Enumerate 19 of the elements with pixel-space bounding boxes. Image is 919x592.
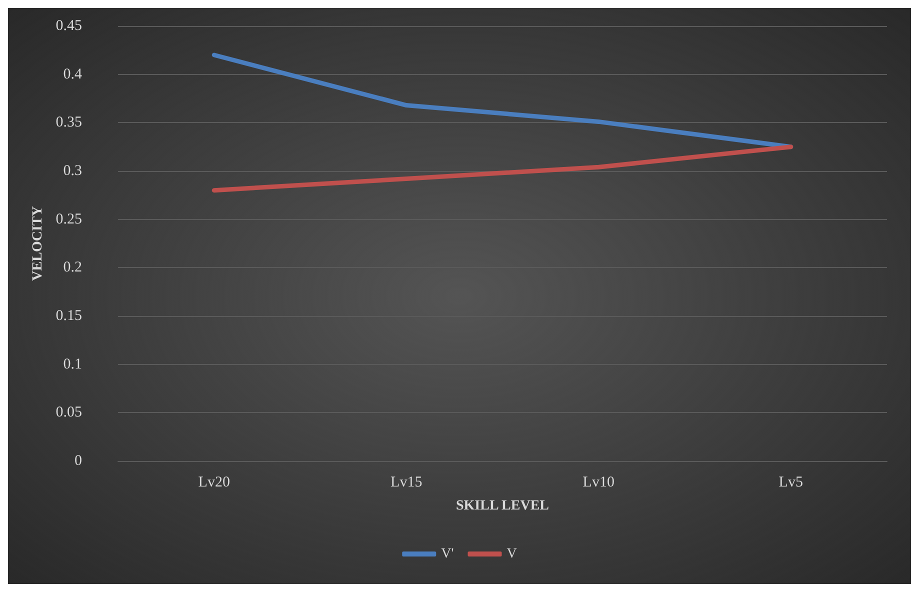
x-tick-label: Lv15 (390, 474, 422, 490)
y-tick-label: 0.2 (63, 260, 82, 276)
y-tick-label: 0.45 (56, 18, 82, 34)
y-axis-title: VELOCITY (30, 206, 46, 281)
x-tick-label: Lv5 (778, 474, 803, 490)
y-tick-label: 0.1 (63, 356, 82, 372)
x-tick-label: Lv20 (198, 474, 230, 490)
y-tick-label: 0.3 (63, 163, 82, 179)
y-tick-label: 0.4 (63, 66, 82, 82)
legend-label: V' (441, 546, 454, 562)
y-tick-label: 0.15 (56, 308, 82, 324)
y-tick-label: 0.05 (56, 404, 82, 421)
y-tick-label: 0 (74, 453, 82, 469)
x-tick-label: Lv10 (582, 474, 614, 490)
x-axis-title: SKILL LEVEL (456, 498, 549, 514)
y-tick-label: 0.35 (56, 114, 82, 131)
line-series (212, 144, 794, 193)
y-tick-label: 0.25 (56, 211, 82, 228)
legend-label: V (506, 546, 517, 562)
